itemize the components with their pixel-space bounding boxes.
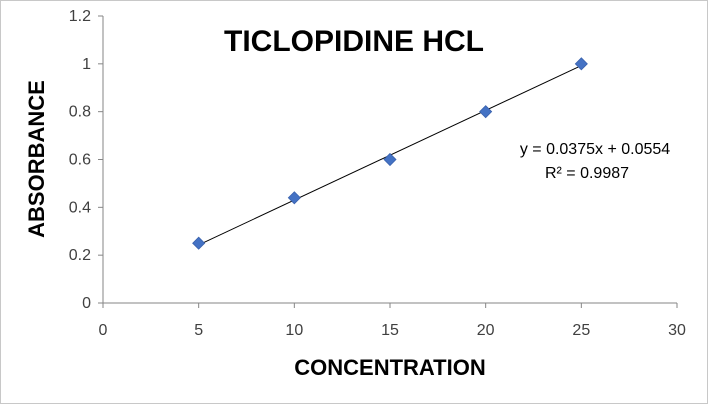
y-axis-title: ABSORBANCE [24, 80, 49, 238]
x-tick-label: 5 [194, 322, 203, 339]
y-tick-label: 1.2 [69, 8, 91, 25]
data-point [383, 152, 397, 167]
x-tick-label: 0 [99, 322, 108, 339]
y-tick-label: 0 [82, 295, 91, 312]
x-tick-label: 15 [381, 322, 399, 339]
chart-title: TICLOPIDINE HCL [224, 25, 484, 58]
y-tick-label: 0.2 [69, 247, 91, 264]
x-tick-label: 25 [572, 322, 590, 339]
data-point [479, 105, 493, 119]
x-tick-label: 20 [477, 322, 495, 339]
x-tick-label: 30 [668, 322, 686, 339]
data-point [574, 57, 588, 71]
axes [98, 15, 678, 308]
r-squared-label: R² = 0.9987 [545, 165, 629, 182]
x-tick-label: 10 [285, 322, 303, 339]
tick-labels: 0 0.2 0.4 0.6 0.8 1 1.2 0 5 10 15 20 25 30 [69, 8, 686, 339]
y-tick-label: 0.4 [69, 199, 91, 216]
y-tick-label: 0.6 [69, 152, 91, 169]
data-point [287, 191, 301, 205]
trend-equation: y = 0.0375x + 0.0554 [520, 141, 670, 158]
y-tick-label: 0.8 [69, 104, 91, 121]
y-tick-label: 1 [82, 56, 91, 73]
data-points [192, 57, 588, 250]
data-point [192, 236, 206, 250]
x-axis-title: CONCENTRATION [294, 355, 485, 380]
